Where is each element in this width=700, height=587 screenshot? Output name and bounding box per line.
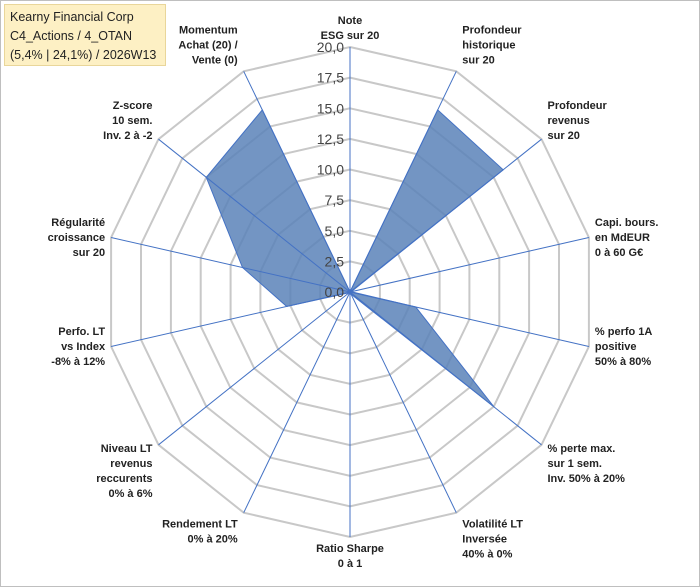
axis-label: Perfo. LT vs Index -8% à 12% [51,326,106,368]
tick-label: 12,5 [317,131,344,147]
axis-label: Régularité croissance sur 20 [48,217,105,259]
tick-label: 5,0 [325,223,345,239]
axis-label-line: -8% à 12% [51,356,105,368]
axis-label-line: % perte max. [548,443,616,455]
title-category: C4_Actions / 4_OTAN [10,29,133,43]
axis-label-line: 50% à 80% [595,356,651,368]
axis-label-line: Z-score [113,100,153,112]
axis-label-line: Achat (20) / [178,39,237,51]
axis-label-line: revenus [548,115,590,127]
axis-spoke [349,71,457,293]
axis-spoke [110,237,351,293]
axis-label-line: sur 1 sem. [548,458,602,470]
axis-label-line: sur 20 [462,54,494,66]
tick-label: 7,5 [325,192,345,208]
axis-label-line: Perfo. LT [58,326,105,338]
axis-spoke [158,291,351,446]
axis-label-line: Inv. 50% à 20% [548,473,626,485]
axis-label-line: historique [462,39,515,51]
axis-label-line: ESG sur 20 [321,30,380,42]
tick-label: 0,0 [325,284,345,300]
axis-label: Rendement LT 0% à 20% [162,519,238,546]
axis-label-line: Vente (0) [192,54,238,66]
axis-label-line: Inversée [462,534,507,546]
axis-label-line: vs Index [61,341,106,353]
axis-label-line: 0 à 60 G€ [595,247,643,259]
tick-label: 20,0 [317,39,344,55]
axis-label: Volatilité LT Inversée 40% à 0% [462,519,523,561]
axis-spoke [349,291,542,446]
axis-label-line: % perfo 1A [595,326,653,338]
tick-label: 15,0 [317,100,344,116]
axis-label: Z-score 10 sem. Inv. 2 à -2 [103,100,152,142]
chart-title-box: Kearny Financial Corp C4_Actions / 4_OTA… [4,4,166,66]
axis-label-line: Momentum [179,24,238,36]
tick-label: 2,5 [325,253,345,269]
axis-label-line: revenus [110,458,152,470]
axis-spoke [349,237,590,293]
axis-label-line: reccurents [96,473,152,485]
axis-label-line: en MdEUR [595,232,650,244]
axis-label-line: Inv. 2 à -2 [103,130,152,142]
axis-label-line: Capi. bours. [595,217,659,229]
axis-spoke [349,138,542,293]
axis-label: % perfo 1A positive 50% à 80% [595,326,653,368]
axis-label-line: 0% à 20% [188,534,238,546]
axis-label: % perte max. sur 1 sem. Inv. 50% à 20% [548,443,626,485]
axis-label-line: Niveau LT [101,443,153,455]
axis-spoke [349,291,590,347]
axis-label: Ratio Sharpe 0 à 1 [316,543,384,570]
axis-label-line: Ratio Sharpe [316,543,384,555]
axis-label-line: 40% à 0% [462,549,512,561]
title-company: Kearny Financial Corp [10,10,134,24]
axis-label: Niveau LT revenus reccurents 0% à 6% [96,443,153,500]
axis-label-line: Profondeur [462,24,522,36]
axis-label-line: croissance [48,232,105,244]
axis-spoke [243,71,351,293]
axis-label-line: sur 20 [548,130,580,142]
axis-label: Profondeur revenus sur 20 [548,100,608,142]
axis-label: Capi. bours. en MdEUR 0 à 60 G€ [595,217,659,259]
axis-label-line: Note [338,15,362,27]
tick-label: 10,0 [317,162,344,178]
axis-spoke [158,138,351,293]
axis-label-line: Rendement LT [162,519,238,531]
axis-label: Momentum Achat (20) / Vente (0) [178,24,238,66]
tick-label: 17,5 [317,70,344,86]
axis-label: Note ESG sur 20 [321,15,380,42]
axis-label-line: sur 20 [73,247,105,259]
axis-spoke [110,291,351,347]
axis-label-line: Volatilité LT [462,519,523,531]
axis-label-line: Profondeur [548,100,608,112]
axis-label: Profondeur historique sur 20 [462,24,522,66]
axis-spoke [243,291,351,513]
axis-label-line: 10 sem. [112,115,152,127]
axis-label-line: positive [595,341,637,353]
axis-label-line: Régularité [51,217,105,229]
axis-label-line: 0 à 1 [338,558,362,570]
axis-label-line: 0% à 6% [108,488,152,500]
axis-spoke [349,291,457,513]
title-stats: (5,4% | 24,1%) / 2026W13 [10,48,157,62]
